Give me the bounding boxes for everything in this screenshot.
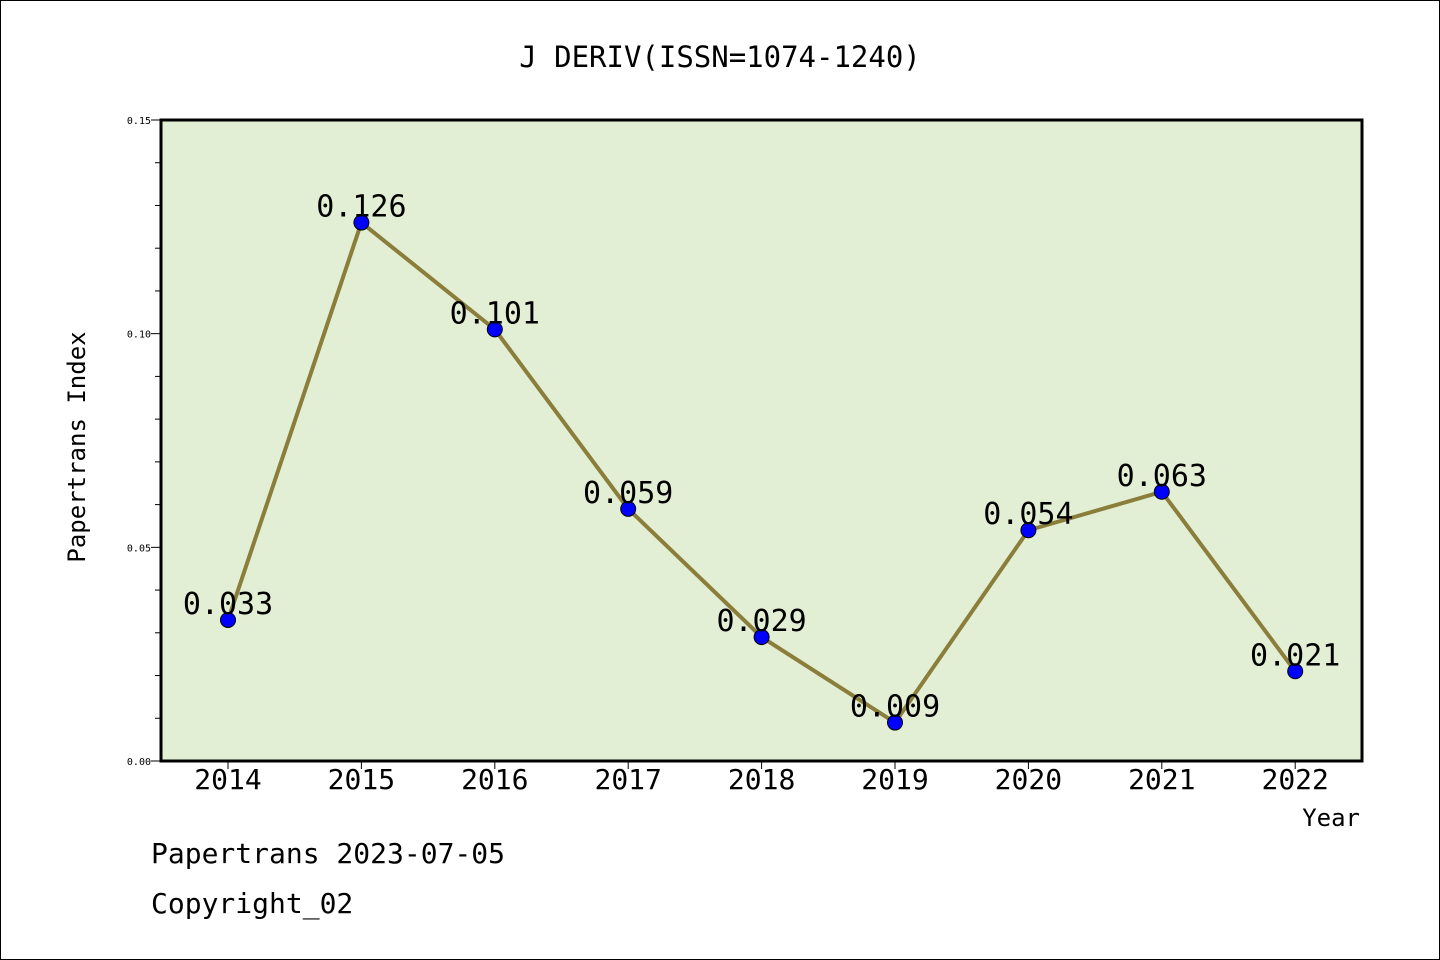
footer-date-text: Papertrans 2023-07-05 [151, 837, 506, 870]
data-label: 0.059 [583, 476, 673, 511]
data-label: 0.054 [983, 497, 1073, 532]
x-axis-label: Year [1302, 804, 1360, 832]
data-label: 0.021 [1250, 638, 1340, 673]
x-tick-label: 2016 [461, 763, 528, 796]
data-label: 0.033 [183, 587, 273, 622]
data-point [1153, 483, 1170, 500]
data-point [620, 500, 637, 517]
x-axis: 2014 2015 2016 2017 2018 2019 2020 2021 2022 [194, 761, 1329, 796]
data-labels-group: 0.033 0.126 0.101 0.059 0.029 0.009 0.054 0.063… [183, 190, 1341, 725]
y-tick-label: 0.10 [127, 330, 151, 341]
x-tick-label: 2015 [328, 763, 395, 796]
y-tick-label: 0.00 [127, 757, 151, 768]
data-point [486, 321, 503, 338]
data-label: 0.029 [716, 604, 806, 639]
footer-copyright-text: Copyright_02 [151, 887, 354, 920]
y-axis-label: Papertrans Index [63, 331, 91, 562]
plot-border [159, 118, 1364, 763]
data-label: 0.126 [316, 190, 406, 225]
data-label: 0.063 [1117, 459, 1207, 494]
y-tick-label: 0.05 [127, 543, 151, 554]
data-point [887, 714, 903, 731]
x-tick-label: 2017 [594, 763, 661, 796]
x-tick-label: 2018 [728, 763, 795, 796]
x-tick-label: 2019 [861, 763, 928, 796]
data-label: 0.009 [850, 690, 940, 725]
y-tick-label: 0.15 [127, 116, 151, 127]
chart-title: J DERIV(ISSN=1074-1240) [519, 40, 921, 74]
data-label: 0.101 [450, 296, 540, 331]
data-point [220, 611, 236, 628]
x-tick-label: 2020 [995, 763, 1062, 796]
x-tick-label: 2014 [194, 763, 261, 796]
series-line-group [220, 214, 1304, 731]
data-point [353, 214, 370, 231]
data-point [1287, 663, 1304, 680]
x-tick-label: 2022 [1261, 763, 1328, 796]
data-point [1020, 522, 1037, 539]
data-point [753, 629, 770, 646]
x-tick-label: 2021 [1128, 763, 1195, 796]
y-axis: 0.00 0.05 0.10 0.15 [127, 116, 161, 768]
